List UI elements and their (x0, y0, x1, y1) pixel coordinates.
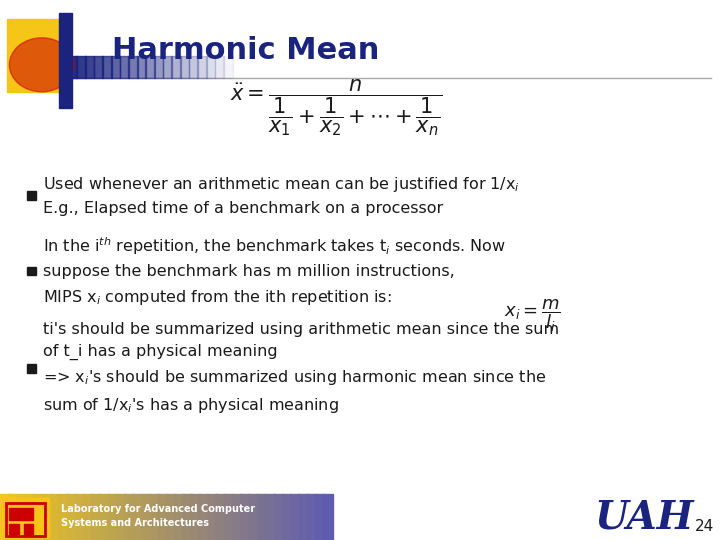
Bar (240, 494, 250, 540)
Bar (189, 56, 198, 78)
Bar (68, 56, 77, 78)
Bar (137, 56, 146, 78)
Bar (2, 498, 49, 537)
Text: Used whenever an arithmetic mean can be justified for 1/x$_i$
E.g., Elapsed time: Used whenever an arithmetic mean can be … (43, 175, 520, 216)
Bar (223, 494, 233, 540)
Bar (17, 494, 26, 540)
Bar (163, 56, 172, 78)
Bar (91, 494, 101, 540)
Text: UAH: UAH (595, 498, 694, 536)
Bar (24, 524, 33, 535)
Bar (9, 508, 33, 520)
Bar (0, 494, 10, 540)
Bar (149, 494, 159, 540)
Bar (99, 494, 109, 540)
Bar (307, 494, 316, 540)
Ellipse shape (9, 38, 74, 92)
Bar (180, 56, 189, 78)
Bar (289, 494, 300, 540)
Bar (157, 494, 167, 540)
Bar (190, 494, 200, 540)
Bar (274, 494, 283, 540)
Bar (108, 494, 117, 540)
Bar (171, 56, 181, 78)
Bar (75, 494, 84, 540)
Bar (182, 494, 192, 540)
Bar (7, 19, 59, 92)
Bar (223, 56, 233, 78)
Bar (125, 494, 134, 540)
Bar (128, 56, 138, 78)
Text: 24: 24 (695, 519, 714, 534)
Bar (85, 56, 94, 78)
Bar (76, 56, 86, 78)
Bar (197, 56, 207, 78)
Bar (111, 56, 120, 78)
Bar (59, 56, 68, 78)
Bar (298, 494, 308, 540)
Bar (94, 56, 103, 78)
Text: Laboratory for Advanced Computer
Systems and Architectures: Laboratory for Advanced Computer Systems… (61, 504, 256, 528)
Bar (154, 56, 163, 78)
Bar (215, 56, 224, 78)
Bar (83, 494, 93, 540)
Bar (265, 494, 275, 540)
Bar (174, 494, 184, 540)
Bar (6, 503, 45, 536)
Text: In the i$^{th}$ repetition, the benchmark takes t$_i$ seconds. Now
suppose the b: In the i$^{th}$ repetition, the benchmar… (43, 235, 506, 307)
Bar (132, 494, 142, 540)
Bar (166, 494, 176, 540)
Bar (9, 524, 19, 535)
Bar (27, 364, 36, 373)
Bar (27, 191, 36, 200)
Bar (315, 494, 324, 540)
Bar (24, 494, 35, 540)
Bar (199, 494, 209, 540)
Bar (257, 494, 266, 540)
Bar (58, 494, 68, 540)
Bar (206, 56, 215, 78)
Bar (27, 267, 36, 275)
Bar (50, 494, 60, 540)
Bar (59, 14, 72, 108)
Bar (215, 494, 225, 540)
Text: Harmonic Mean: Harmonic Mean (112, 36, 379, 65)
Bar (33, 494, 43, 540)
Bar (232, 494, 242, 540)
Bar (102, 56, 112, 78)
Text: ti's should be summarized using arithmetic mean since the sum
of t_i has a physi: ti's should be summarized using arithmet… (43, 322, 559, 415)
Bar (9, 494, 18, 540)
Bar (116, 494, 126, 540)
Bar (42, 494, 51, 540)
Bar (248, 494, 258, 540)
Bar (323, 494, 333, 540)
Bar (145, 56, 155, 78)
Bar (207, 494, 217, 540)
Bar (141, 494, 150, 540)
Bar (120, 56, 129, 78)
Text: $\ddot{x} = \dfrac{n}{\dfrac{1}{x_1} + \dfrac{1}{x_2} + \cdots + \dfrac{1}{x_n}}: $\ddot{x} = \dfrac{n}{\dfrac{1}{x_1} + \… (230, 78, 444, 138)
Text: $x_i = \dfrac{m}{l_i}$: $x_i = \dfrac{m}{l_i}$ (505, 298, 561, 334)
Bar (282, 494, 291, 540)
Bar (66, 494, 76, 540)
